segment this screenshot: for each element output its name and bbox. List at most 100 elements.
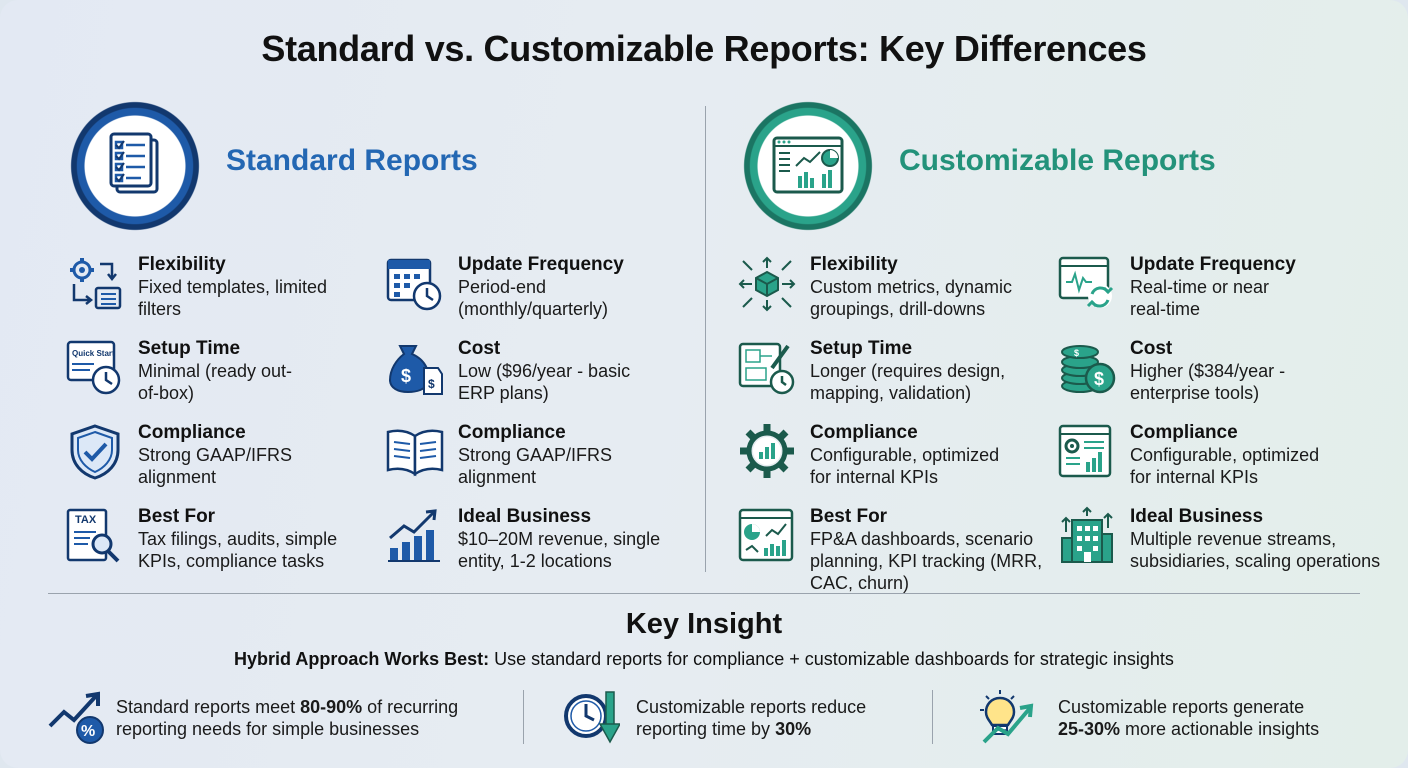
standard-feature-flexibility: Flexibility Fixed templates, limited fil… [66, 254, 366, 334]
feature-name: Compliance [810, 422, 918, 443]
feature-name: Ideal Business [458, 506, 592, 527]
tax-document-icon: TAX [66, 506, 124, 564]
feature-name: Best For [810, 506, 888, 527]
fact-text-post: of recurring [362, 697, 459, 717]
feature-name: Best For [138, 506, 216, 527]
feature-desc: Real-time or near real-time [1130, 277, 1270, 319]
gear-chart-icon [738, 422, 796, 480]
feature-desc: Strong GAAP/IFRS alignment [458, 445, 613, 487]
insight-fact-time: Customizable reports reduce reporting ti… [562, 688, 902, 746]
fact-text-pre: Customizable reports reduce [636, 697, 867, 717]
standard-feature-ideal-business: Ideal Business $10–20M revenue, single e… [386, 506, 686, 586]
building-arrows-icon [1058, 506, 1116, 564]
blueprint-timer-icon [738, 338, 796, 396]
document-checklist-icon [67, 98, 203, 234]
feature-desc: Low ($96/year - basic ERP plans) [458, 361, 631, 403]
fact-divider [523, 690, 524, 744]
custom-feature-update-frequency: Update Frequency Real-time or near real-… [1058, 254, 1358, 334]
fact-text-bold: 25-30% [1058, 719, 1121, 739]
insight-fact-insights: Customizable reports generate 25-30% mor… [978, 688, 1358, 746]
svg-text:$: $ [1094, 369, 1104, 389]
gear-arrows-icon [66, 254, 124, 312]
standard-feature-compliance: Compliance Strong GAAP/IFRS alignment [66, 422, 366, 502]
fact-text-line2: reporting needs for simple businesses [116, 719, 420, 739]
fact-divider [932, 690, 933, 744]
feature-desc: Configurable, optimized for internal KPI… [1130, 445, 1320, 487]
fact-text-pre: Customizable reports generate [1058, 697, 1305, 717]
custom-feature-cost: $ $ Cost Higher ($384/year - enterprise … [1058, 338, 1358, 418]
insight-lead: Hybrid Approach Works Best: [234, 649, 490, 669]
insight-title: Key Insight [625, 608, 783, 640]
svg-text:%: % [81, 723, 95, 740]
custom-feature-ideal-business: Ideal Business Multiple revenue streams,… [1058, 506, 1380, 586]
column-divider [705, 106, 706, 572]
custom-feature-compliance-2: Compliance Configurable, optimized for i… [1058, 422, 1358, 502]
svg-text:$: $ [428, 377, 435, 391]
feature-desc: Custom metrics, dynamic groupings, drill… [810, 277, 1013, 319]
custom-feature-compliance: Compliance Configurable, optimized for i… [738, 422, 1038, 502]
fact-text-pre: Standard reports meet [116, 697, 301, 717]
svg-text:$: $ [1074, 348, 1079, 358]
custom-feature-setup-time: Setup Time Longer (requires design, mapp… [738, 338, 1038, 418]
fact-text-bold: 30% [775, 719, 812, 739]
money-bag-icon: $ $ [386, 338, 444, 396]
feature-desc: Period-end (monthly/quarterly) [458, 277, 609, 319]
open-book-icon [386, 422, 444, 480]
feature-desc: Multiple revenue streams, subsidiaries, … [1130, 529, 1381, 571]
feature-name: Setup Time [138, 338, 241, 359]
feature-name: Compliance [1130, 422, 1238, 443]
clock-down-arrow-icon [562, 688, 622, 746]
page-title: Standard vs. Customizable Reports: Key D… [261, 28, 1147, 69]
standard-feature-compliance-2: Compliance Strong GAAP/IFRS alignment [386, 422, 686, 502]
fpa-dashboard-icon [738, 506, 796, 564]
quick-start-clock-icon: Quick Start [66, 338, 124, 396]
feature-name: Update Frequency [1130, 254, 1296, 275]
feature-name: Flexibility [138, 254, 226, 275]
standard-feature-best-for: TAX Best For Tax filings, audits, simple… [66, 506, 366, 586]
fact-text-bold: 80-90% [300, 697, 363, 717]
custom-feature-flexibility: Flexibility Custom metrics, dynamic grou… [738, 254, 1038, 334]
feature-name: Cost [1130, 338, 1173, 359]
standard-heading: Standard Reports [226, 144, 478, 177]
feature-name: Update Frequency [458, 254, 624, 275]
feature-desc: $10–20M revenue, single entity, 1-2 loca… [458, 529, 661, 571]
feature-desc: Tax filings, audits, simple KPIs, compli… [138, 529, 338, 571]
cube-arrows-icon [738, 254, 796, 312]
standard-feature-cost: $ $ Cost Low ($96/year - basic ERP plans… [386, 338, 686, 418]
tax-label: TAX [75, 514, 97, 526]
fact-text: Standard reports meet 80-90% of recurrin… [116, 696, 458, 740]
lightbulb-growth-icon [978, 688, 1036, 746]
feature-desc: Configurable, optimized for internal KPI… [810, 445, 1000, 487]
fact-text: Customizable reports reduce reporting ti… [636, 696, 866, 740]
coin-stack-icon: $ $ [1058, 338, 1116, 396]
feature-desc: Longer (requires design, mapping, valida… [810, 361, 1006, 403]
window-refresh-icon [1058, 254, 1116, 312]
feature-name: Ideal Business [1130, 506, 1264, 527]
percent-trend-icon: % [48, 688, 106, 746]
standard-feature-update-frequency: Update Frequency Period-end (monthly/qua… [386, 254, 686, 334]
svg-text:$: $ [401, 366, 411, 386]
standard-feature-setup-time: Quick Start Setup Time Minimal (ready ou… [66, 338, 366, 418]
customizable-heading: Customizable Reports [899, 144, 1216, 177]
feature-desc: Higher ($384/year - enterprise tools) [1130, 361, 1286, 403]
report-gear-icon [1058, 422, 1116, 480]
calendar-clock-icon [386, 254, 444, 312]
insight-fact-coverage: % Standard reports meet 80-90% of recurr… [48, 688, 508, 746]
custom-feature-best-for: Best For FP&A dashboards, scenario plann… [738, 506, 1042, 593]
quick-start-label: Quick Start [72, 349, 115, 358]
fact-text: Customizable reports generate 25-30% mor… [1058, 696, 1319, 740]
insight-text: Use standard reports for compliance + cu… [489, 649, 1174, 669]
insight-subtitle: Hybrid Approach Works Best: Use standard… [0, 649, 1408, 670]
feature-desc: Fixed templates, limited filters [138, 277, 328, 319]
feature-name: Compliance [458, 422, 566, 443]
feature-name: Compliance [138, 422, 246, 443]
fact-text-line2: reporting time by [636, 719, 776, 739]
shield-check-icon [66, 422, 124, 480]
feature-desc: Strong GAAP/IFRS alignment [138, 445, 293, 487]
fact-text-line2: more actionable insights [1120, 719, 1320, 739]
feature-name: Cost [458, 338, 501, 359]
dashboard-icon [740, 98, 876, 234]
feature-name: Flexibility [810, 254, 898, 275]
feature-desc: Minimal (ready out-of-box) [138, 361, 293, 403]
